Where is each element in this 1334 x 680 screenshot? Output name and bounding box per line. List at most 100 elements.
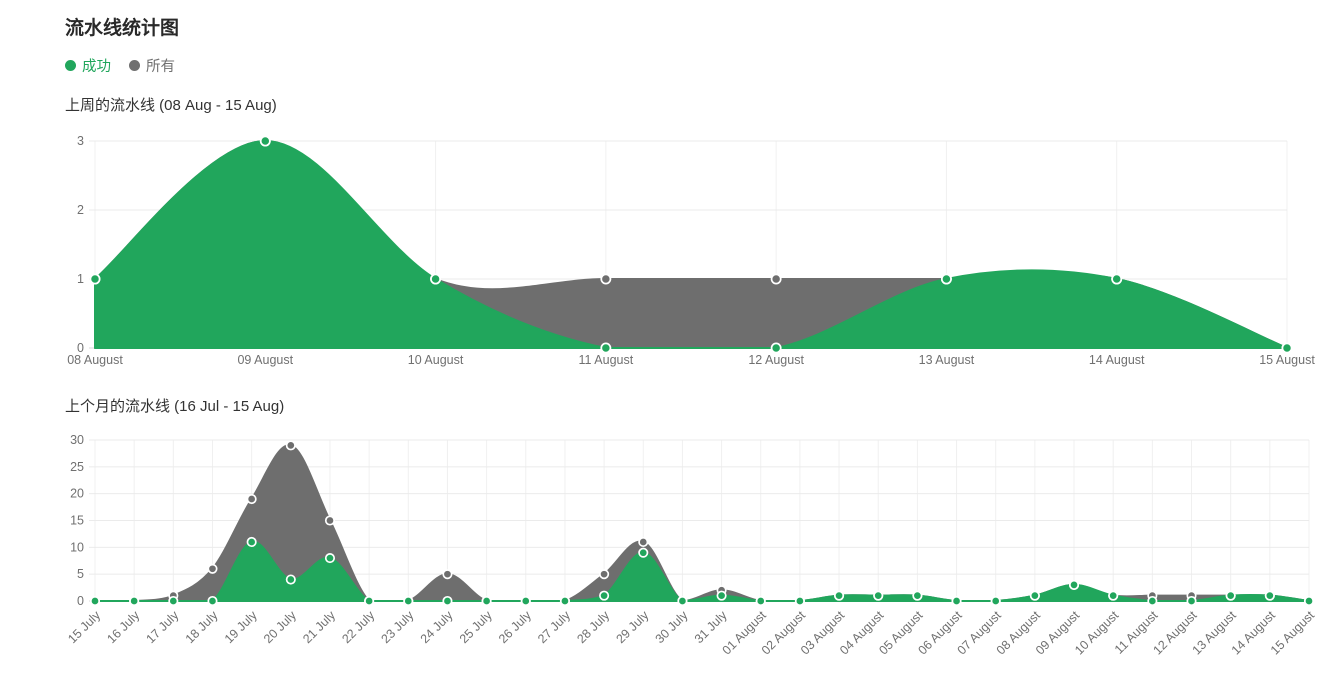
- y-tick-label: 2: [77, 203, 84, 217]
- data-point-success[interactable]: [207, 595, 218, 607]
- data-point-success[interactable]: [89, 595, 101, 607]
- legend-label-success: 成功: [82, 59, 111, 75]
- legend-dot-success: [65, 60, 76, 71]
- data-point-success[interactable]: [246, 536, 257, 548]
- x-tick-label: 28 July: [574, 608, 612, 646]
- y-tick-label: 30: [70, 433, 84, 447]
- x-tick-label: 23 July: [379, 608, 417, 646]
- x-tick-label: 20 July: [261, 608, 299, 646]
- data-point-all[interactable]: [770, 273, 782, 285]
- x-tick-label: 15 July: [65, 608, 103, 646]
- data-point-success[interactable]: [285, 574, 296, 585]
- data-point-success[interactable]: [129, 595, 140, 607]
- x-tick-label: 16 July: [104, 608, 142, 646]
- y-tick-label: 10: [70, 540, 84, 554]
- data-point-success[interactable]: [770, 342, 782, 354]
- data-point-success[interactable]: [559, 595, 570, 607]
- data-point-all[interactable]: [442, 569, 453, 580]
- x-tick-label: 13 August: [919, 353, 975, 367]
- x-tick-label: 25 July: [457, 608, 495, 646]
- data-point-success[interactable]: [912, 590, 923, 601]
- data-point-all[interactable]: [324, 515, 336, 526]
- x-tick-label: 21 July: [300, 608, 338, 646]
- x-tick-label: 11 August: [579, 353, 634, 367]
- x-tick-label: 19 July: [222, 608, 260, 646]
- x-tick-label: 15 August: [1268, 608, 1318, 658]
- data-point-all[interactable]: [600, 273, 612, 285]
- legend-item-success[interactable]: 成功: [65, 55, 111, 76]
- data-point-success[interactable]: [834, 590, 845, 601]
- data-point-success[interactable]: [364, 595, 375, 607]
- x-tick-label: 26 July: [496, 608, 534, 646]
- data-point-success[interactable]: [716, 590, 727, 601]
- x-tick-label: 08 August: [67, 353, 123, 367]
- data-point-success[interactable]: [1068, 579, 1080, 590]
- data-point-success[interactable]: [430, 273, 442, 285]
- y-tick-label: 0: [77, 594, 84, 608]
- x-tick-label: 30 July: [653, 608, 691, 646]
- data-point-success[interactable]: [324, 553, 336, 564]
- chart-legend: 成功 所有: [65, 55, 175, 76]
- y-tick-label: 0: [77, 341, 84, 355]
- data-point-all[interactable]: [246, 493, 257, 505]
- data-point-success[interactable]: [940, 273, 952, 285]
- y-tick-label: 3: [77, 134, 84, 148]
- x-tick-label: 24 July: [418, 608, 456, 646]
- x-tick-label: 10 August: [408, 353, 464, 367]
- data-point-success[interactable]: [600, 342, 612, 354]
- last-month-pipelines-chart[interactable]: 0 5 10 15 20 25 30 15 July 16 July 17 July 18 July…: [0, 420, 1334, 680]
- y-tick-label: 20: [70, 487, 84, 501]
- data-point-all[interactable]: [285, 440, 296, 451]
- legend-item-all[interactable]: 所有: [129, 55, 175, 76]
- data-point-success[interactable]: [873, 590, 884, 601]
- data-point-success[interactable]: [1186, 595, 1197, 607]
- data-point-success[interactable]: [520, 595, 531, 607]
- data-point-success[interactable]: [403, 595, 414, 607]
- y-tick-label: 5: [77, 567, 84, 581]
- data-point-all[interactable]: [599, 569, 610, 580]
- area-series-success: [94, 140, 1288, 349]
- last-week-pipelines-chart[interactable]: 0 1 2 3 08 August 09 August 10 August 11 August…: [0, 118, 1334, 382]
- data-point-success[interactable]: [1225, 590, 1236, 601]
- data-point-success[interactable]: [990, 595, 1001, 607]
- data-point-success[interactable]: [442, 595, 453, 607]
- y-tick-label: 1: [77, 272, 84, 286]
- data-point-success[interactable]: [599, 590, 610, 601]
- data-point-success[interactable]: [1264, 590, 1275, 601]
- x-tick-label: 14 August: [1089, 353, 1145, 367]
- legend-label-all: 所有: [146, 59, 175, 75]
- x-tick-label: 22 July: [339, 608, 377, 646]
- data-point-all[interactable]: [207, 563, 218, 574]
- data-point-success[interactable]: [1147, 595, 1158, 607]
- data-point-success[interactable]: [951, 595, 962, 607]
- x-tick-label: 09 August: [237, 353, 293, 367]
- x-tick-label: 27 July: [535, 608, 573, 646]
- legend-dot-all: [129, 60, 140, 71]
- x-tick-label: 17 July: [144, 608, 182, 646]
- data-point-success[interactable]: [755, 595, 766, 607]
- data-point-success[interactable]: [1108, 590, 1119, 601]
- data-point-success[interactable]: [1111, 273, 1123, 285]
- data-point-success[interactable]: [638, 547, 649, 558]
- x-tick-label: 12 August: [748, 353, 804, 367]
- x-tick-label: 29 July: [613, 608, 651, 646]
- x-tick-label: 15 August: [1259, 353, 1315, 367]
- data-point-all[interactable]: [638, 536, 649, 548]
- page-title: 流水线统计图: [65, 18, 180, 39]
- x-tick-label: 18 July: [183, 608, 221, 646]
- last-week-chart-title: 上周的流水线 (08 Aug - 15 Aug): [65, 97, 277, 114]
- data-point-success[interactable]: [1303, 595, 1315, 607]
- data-point-success[interactable]: [1281, 342, 1293, 354]
- data-point-success[interactable]: [677, 595, 688, 607]
- data-point-success[interactable]: [794, 595, 805, 607]
- y-tick-label: 15: [70, 514, 84, 528]
- last-month-chart-title: 上个月的流水线 (16 Jul - 15 Aug): [65, 398, 285, 415]
- x-tick-label: 31 July: [692, 608, 730, 646]
- data-point-success[interactable]: [259, 135, 271, 147]
- y-tick-label: 25: [70, 460, 84, 474]
- data-point-success[interactable]: [168, 595, 179, 607]
- data-point-success[interactable]: [89, 273, 101, 285]
- data-point-success[interactable]: [481, 595, 492, 607]
- data-point-success[interactable]: [1029, 590, 1040, 601]
